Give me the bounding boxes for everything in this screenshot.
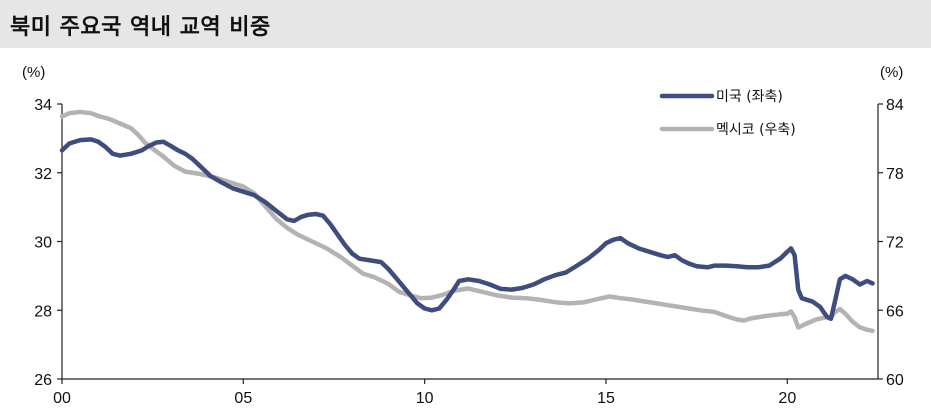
- left-tick-label: 30: [34, 235, 52, 252]
- left-tick-label: 34: [34, 97, 52, 114]
- x-tick-label: 15: [597, 390, 615, 407]
- right-tick-label: 60: [886, 372, 904, 389]
- right-tick-label: 84: [886, 97, 904, 114]
- x-tick-label: 20: [778, 390, 796, 407]
- left-tick-label: 26: [34, 372, 52, 389]
- legend: 미국 (좌축) 멕시코 (우축): [659, 89, 796, 138]
- left-tick-label: 28: [34, 303, 52, 320]
- title-bar: 북미 주요국 역내 교역 비중: [0, 0, 931, 48]
- mexico-series-line: [59, 109, 875, 334]
- us-series-line: [59, 137, 875, 322]
- x-tick-label: 00: [53, 390, 71, 407]
- right-axis-unit: (%): [880, 64, 903, 81]
- legend-label: 멕시코 (우축): [716, 122, 796, 138]
- x-tick-label: 10: [416, 390, 434, 407]
- right-tick-label: 72: [886, 235, 904, 252]
- x-tick-label: 05: [234, 390, 252, 407]
- left-axis-unit: (%): [22, 64, 45, 81]
- right-tick-label: 66: [886, 303, 904, 320]
- legend-label: 미국 (좌축): [716, 89, 783, 105]
- chart-title: 북미 주요국 역내 교역 비중: [10, 15, 271, 40]
- left-tick-label: 32: [34, 166, 52, 183]
- right-tick-label: 78: [886, 166, 904, 183]
